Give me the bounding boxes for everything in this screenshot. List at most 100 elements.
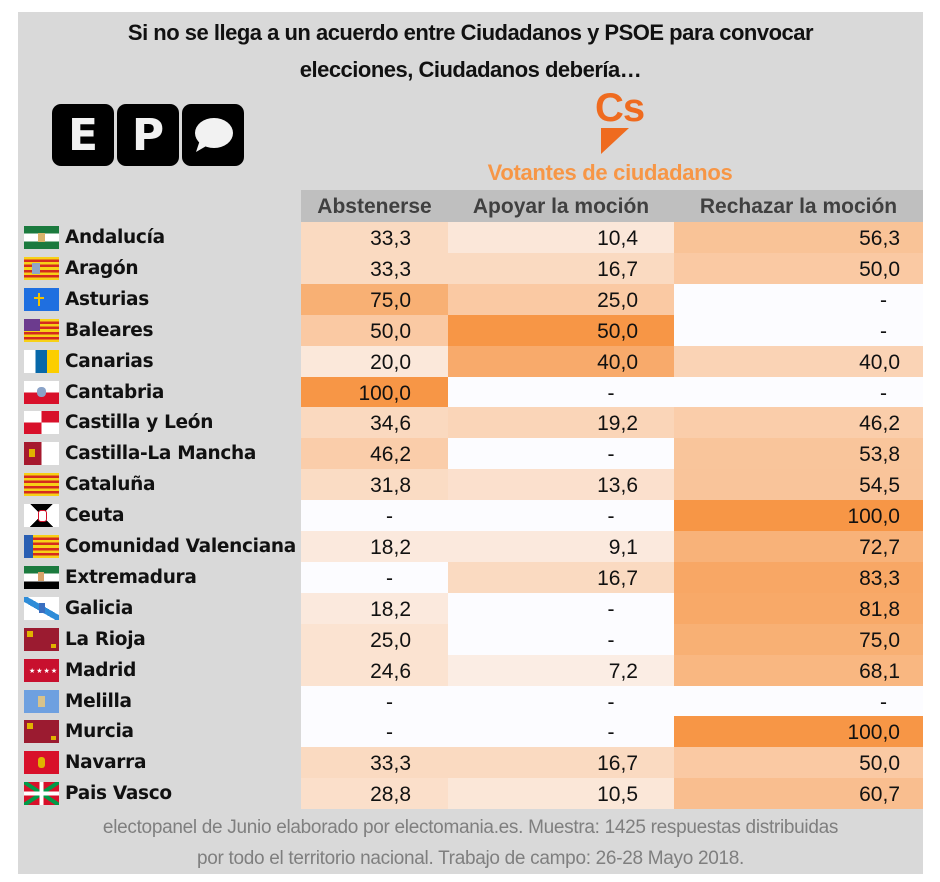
region-name: Andalucía xyxy=(65,227,165,248)
cell-apoyar: 16,7 xyxy=(448,747,674,779)
table-row: Galicia 18,2-81,8 xyxy=(18,592,923,624)
asturias-flag-icon xyxy=(24,287,59,311)
table-row: Extremadura -16,7 83,3 xyxy=(18,561,923,593)
canarias-flag-icon xyxy=(24,349,59,373)
chart-footer: electopanel de Junio elaborado por elect… xyxy=(18,812,923,874)
table-row: Murcia - -100,0 xyxy=(18,716,923,748)
cell-apoyar: - xyxy=(448,592,674,624)
table-row: Cataluña 31,8 13,6 54,5 xyxy=(18,469,923,501)
cell-apoyar: 9,1 xyxy=(448,531,674,562)
valencia-flag-icon xyxy=(24,535,59,558)
cell-rechazar: 56,3 xyxy=(674,222,923,253)
region-label: La Rioja xyxy=(24,624,146,655)
cell-abstenerse: 46,2 xyxy=(301,438,448,470)
andalucia-flag-icon xyxy=(24,226,59,249)
column-header-row xyxy=(301,190,923,222)
cell-rechazar: 75,0 xyxy=(674,623,923,655)
cell-apoyar: 16,7 xyxy=(448,252,674,284)
cell-rechazar: 100,0 xyxy=(674,716,923,748)
table-row: Cantabria 100,0- - xyxy=(18,376,923,408)
cell-abstenerse: - xyxy=(301,685,448,717)
melilla-flag-icon xyxy=(24,689,59,713)
cell-apoyar: 10,4 xyxy=(448,222,674,253)
region-name: Baleares xyxy=(65,319,154,341)
ceuta-flag-icon xyxy=(24,504,59,528)
cell-rechazar: 50,0 xyxy=(674,747,923,779)
table-row: Comunidad Valenciana 18,2 9,1 72,7 xyxy=(18,531,923,562)
table-row: Ceuta - -100,0 xyxy=(18,500,923,532)
cantabria-flag-icon xyxy=(24,380,59,404)
cell-abstenerse: 50,0 xyxy=(301,314,448,346)
cell-rechazar: 54,5 xyxy=(674,469,923,501)
epdata-logo: E P xyxy=(52,104,244,166)
title-line-2: elecciones, Ciudadanos debería… xyxy=(299,57,642,82)
footer-line-2: por todo el territorio nacional. Trabajo… xyxy=(196,848,745,869)
cell-rechazar: 50,0 xyxy=(674,252,923,284)
cell-apoyar: 10,5 xyxy=(448,778,674,810)
region-name: Extremadura xyxy=(65,566,197,588)
region-label: Andalucía xyxy=(24,222,165,253)
region-name: Comunidad Valenciana xyxy=(65,536,296,557)
chart-title: Si no se llega a un acuerdo entre Ciudad… xyxy=(18,14,923,88)
cell-rechazar: - xyxy=(674,314,923,346)
region-name: Navarra xyxy=(65,752,147,774)
region-label: Navarra xyxy=(24,747,146,778)
cell-rechazar: 100,0 xyxy=(674,500,923,532)
pais-vasco-flag-icon xyxy=(24,782,59,806)
column-header-abstenerse: Abstenerse xyxy=(317,195,432,218)
cell-rechazar: 83,3 xyxy=(674,561,923,593)
logo-tile-p: P xyxy=(117,104,179,166)
cell-abstenerse: - xyxy=(301,561,448,593)
region-label: Aragón xyxy=(24,253,139,284)
column-header-apoyar: Apoyar la moción xyxy=(472,195,650,218)
region-name: Galicia xyxy=(65,597,134,619)
navarra-flag-icon xyxy=(24,751,59,775)
cell-apoyar: - xyxy=(448,438,674,470)
table-row: Pais Vasco 28,8 10,5 60,7 xyxy=(18,778,923,810)
cell-rechazar: - xyxy=(674,376,923,408)
madrid-flag-icon: ★★★★ xyxy=(24,658,59,682)
murcia-flag-icon xyxy=(24,627,59,651)
cataluna-flag-icon xyxy=(24,473,59,497)
murcia-flag-icon xyxy=(24,720,59,744)
cell-apoyar: 19,2 xyxy=(448,407,674,439)
region-label: Castilla y León xyxy=(24,407,213,438)
cell-abstenerse: 33,3 xyxy=(301,222,448,253)
cell-apoyar: 25,0 xyxy=(448,283,674,315)
region-label: Pais Vasco xyxy=(24,778,172,809)
footer-line-1: electopanel de Junio elaborado por elect… xyxy=(102,817,839,838)
region-label: Baleares xyxy=(24,315,154,346)
region-name: Castilla-La Mancha xyxy=(65,443,257,465)
logo-letter-p: P xyxy=(131,109,165,161)
title-line-1: Si no se llega a un acuerdo entre Ciudad… xyxy=(127,20,814,45)
region-label: Cataluña xyxy=(24,469,155,500)
region-name: Asturias xyxy=(65,288,149,310)
cell-abstenerse: 24,6 xyxy=(301,654,448,686)
ciudadanos-logo: Cs xyxy=(595,88,645,154)
cell-apoyar: - xyxy=(448,716,674,748)
table-row: Melilla - - - xyxy=(18,685,923,717)
speech-bubble-icon xyxy=(195,118,233,152)
cell-rechazar: - xyxy=(674,283,923,315)
region-label: Cantabria xyxy=(24,377,164,408)
aragon-flag-icon xyxy=(24,256,59,280)
baleares-flag-icon xyxy=(24,318,59,342)
castilla-leon-flag-icon xyxy=(24,411,59,435)
region-label: Melilla xyxy=(24,686,132,717)
region-label: Canarias xyxy=(24,346,154,377)
cell-apoyar: 13,6 xyxy=(448,469,674,501)
cell-apoyar: 40,0 xyxy=(448,345,674,377)
cell-abstenerse: 28,8 xyxy=(301,778,448,810)
region-label: Murcia xyxy=(24,716,134,747)
cell-abstenerse: 33,3 xyxy=(301,747,448,779)
table-row: Castilla y León 34,6 19,2 46,2 xyxy=(18,407,923,439)
cell-apoyar: - xyxy=(448,500,674,532)
table-row: Baleares 50,0 50,0- xyxy=(18,314,923,346)
galicia-flag-icon xyxy=(24,596,59,620)
table-row: Aragón 33,3 16,7 50,0 xyxy=(18,252,923,284)
region-label: Ceuta xyxy=(24,500,124,531)
cell-apoyar: 7,2 xyxy=(448,654,674,686)
cell-apoyar: - xyxy=(448,623,674,655)
cell-apoyar: 16,7 xyxy=(448,561,674,593)
table-row: ★★★★ Madrid 24,6 7,2 68,1 xyxy=(18,654,923,686)
